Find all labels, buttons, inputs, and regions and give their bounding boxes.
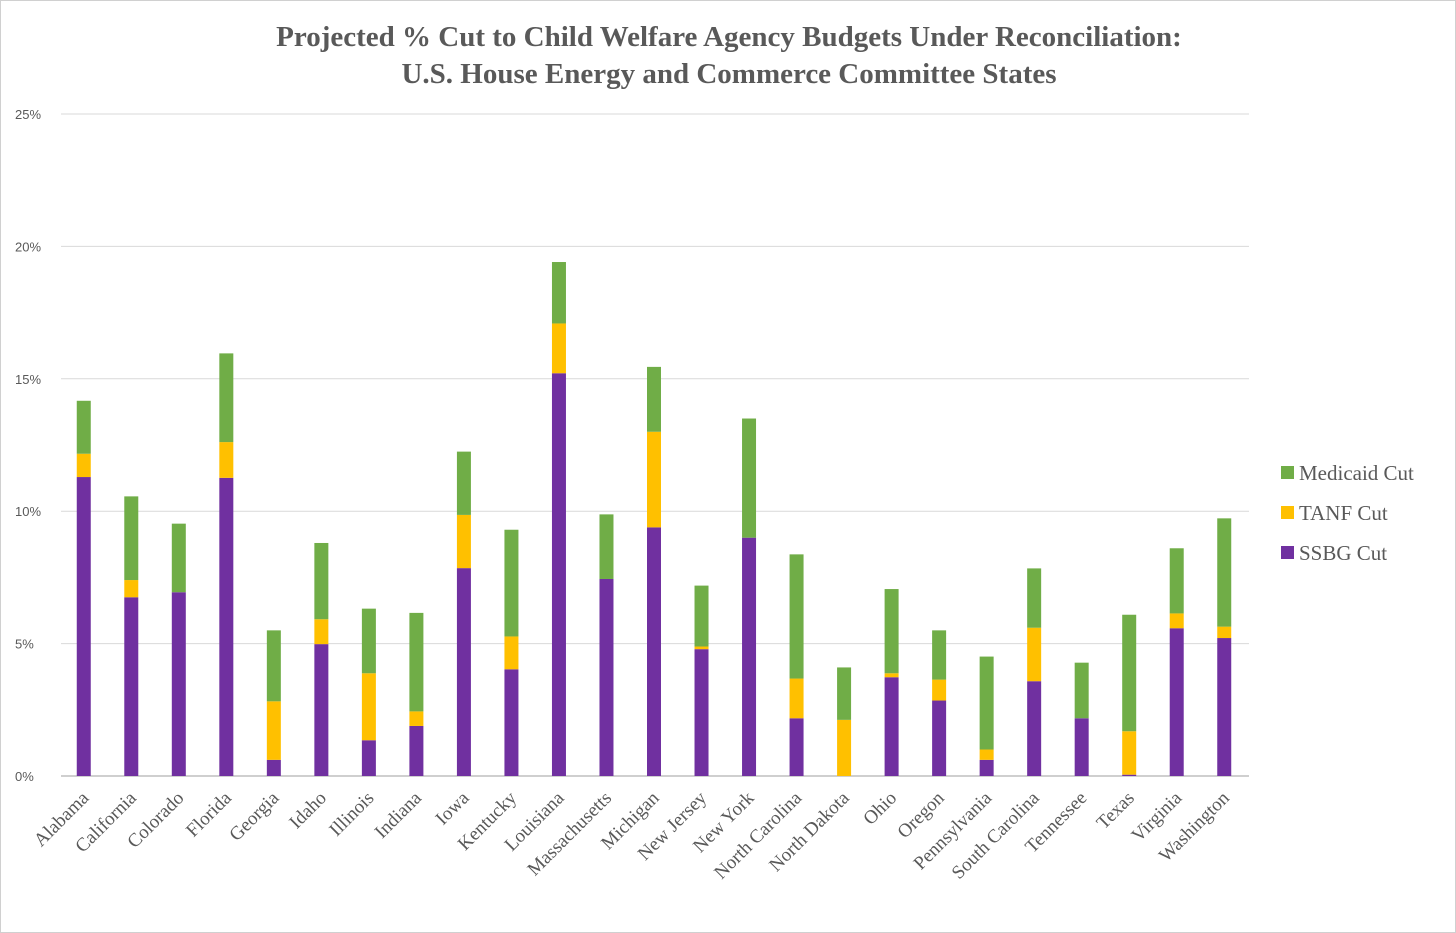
bars bbox=[76, 262, 1232, 776]
legend-swatch bbox=[1281, 546, 1294, 559]
bar-segment-tanf-cut bbox=[884, 673, 899, 678]
legend-label: SSBG Cut bbox=[1299, 541, 1387, 565]
bar-segment-ssbg-cut bbox=[504, 669, 519, 776]
bar-segment-medicaid-cut bbox=[1169, 548, 1184, 614]
bar-segment-ssbg-cut bbox=[361, 740, 376, 776]
x-category-label: Illinois bbox=[325, 788, 378, 841]
x-category-label: Idaho bbox=[285, 788, 330, 833]
bar-segment-tanf-cut bbox=[932, 679, 947, 701]
legend-swatch bbox=[1281, 506, 1294, 519]
bar-segment-tanf-cut bbox=[837, 719, 852, 776]
bar-segment-medicaid-cut bbox=[599, 514, 614, 579]
y-tick-label: 25% bbox=[15, 107, 41, 122]
bar-segment-ssbg-cut bbox=[932, 700, 947, 776]
y-tick-label: 20% bbox=[15, 239, 41, 254]
bar-segment-ssbg-cut bbox=[171, 592, 186, 776]
bar-segment-tanf-cut bbox=[266, 701, 281, 760]
bar-segment-tanf-cut bbox=[979, 749, 994, 760]
bar-segment-medicaid-cut bbox=[647, 366, 661, 432]
bar-segment-medicaid-cut bbox=[1217, 518, 1232, 627]
legend-label: Medicaid Cut bbox=[1299, 461, 1414, 485]
bar-segment-medicaid-cut bbox=[361, 608, 376, 674]
bar-segment-medicaid-cut bbox=[456, 451, 471, 515]
bar-segment-ssbg-cut bbox=[551, 373, 566, 776]
bar-segment-tanf-cut bbox=[124, 580, 139, 598]
bar-segment-ssbg-cut bbox=[742, 537, 757, 776]
bar-segment-tanf-cut bbox=[1169, 613, 1184, 629]
bar-segment-ssbg-cut bbox=[647, 527, 661, 776]
y-tick-label: 5% bbox=[15, 637, 34, 652]
bar-segment-tanf-cut bbox=[694, 646, 709, 650]
bar-segment-tanf-cut bbox=[314, 619, 329, 645]
bar-segment-medicaid-cut bbox=[932, 630, 947, 680]
bar-segment-ssbg-cut bbox=[694, 649, 709, 776]
bar-segment-medicaid-cut bbox=[551, 262, 566, 324]
bar-segment-ssbg-cut bbox=[979, 759, 994, 776]
bar-segment-medicaid-cut bbox=[76, 400, 91, 454]
bar-segment-medicaid-cut bbox=[124, 496, 139, 581]
bar-segment-ssbg-cut bbox=[456, 568, 471, 776]
bar-segment-ssbg-cut bbox=[409, 725, 424, 776]
bar-segment-ssbg-cut bbox=[1217, 638, 1232, 776]
bar-segment-medicaid-cut bbox=[742, 418, 757, 538]
x-category-label: Iowa bbox=[432, 787, 474, 829]
bar-segment-ssbg-cut bbox=[1074, 718, 1089, 776]
x-category-label: Ohio bbox=[859, 788, 901, 830]
bar-segment-tanf-cut bbox=[409, 711, 424, 726]
x-category-label: Indiana bbox=[371, 787, 427, 843]
bar-segment-tanf-cut bbox=[1027, 627, 1042, 682]
bar-segment-ssbg-cut bbox=[1122, 774, 1137, 776]
bar-segment-medicaid-cut bbox=[1027, 568, 1042, 628]
bar-segment-ssbg-cut bbox=[1169, 628, 1184, 776]
bar-segment-tanf-cut bbox=[789, 678, 804, 719]
bar-segment-medicaid-cut bbox=[504, 529, 519, 637]
bar-segment-tanf-cut bbox=[361, 673, 376, 741]
bar-segment-ssbg-cut bbox=[599, 578, 614, 776]
y-tick-label: 0% bbox=[15, 769, 34, 784]
bar-segment-medicaid-cut bbox=[694, 585, 709, 647]
bar-segment-medicaid-cut bbox=[266, 630, 281, 702]
legend-swatch bbox=[1281, 466, 1294, 479]
bar-segment-ssbg-cut bbox=[76, 477, 91, 776]
chart-subtitle: U.S. House Energy and Commerce Committee… bbox=[401, 58, 1056, 90]
bar-segment-ssbg-cut bbox=[1027, 681, 1042, 776]
bar-segment-ssbg-cut bbox=[219, 477, 234, 776]
bar-segment-medicaid-cut bbox=[789, 554, 804, 679]
bar-segment-tanf-cut bbox=[1122, 731, 1137, 775]
bar-segment-tanf-cut bbox=[551, 323, 566, 374]
bar-segment-medicaid-cut bbox=[409, 612, 424, 712]
y-tick-label: 15% bbox=[15, 372, 41, 387]
bar-segment-medicaid-cut bbox=[837, 667, 852, 720]
bar-segment-medicaid-cut bbox=[1074, 662, 1089, 719]
bar-segment-tanf-cut bbox=[76, 453, 91, 478]
bar-segment-tanf-cut bbox=[647, 431, 661, 528]
legend: Medicaid Cut TANF Cut SSBG Cut bbox=[1281, 461, 1414, 565]
bar-segment-ssbg-cut bbox=[884, 677, 899, 776]
chart-title: Projected % Cut to Child Welfare Agency … bbox=[276, 21, 1182, 53]
y-axis-ticks: 0% 5% 10% 15% 20% 25% bbox=[15, 107, 41, 784]
bar-segment-ssbg-cut bbox=[266, 759, 281, 776]
bar-segment-medicaid-cut bbox=[314, 542, 329, 620]
y-tick-label: 10% bbox=[15, 504, 41, 519]
bar-segment-tanf-cut bbox=[504, 636, 519, 670]
bar-segment-ssbg-cut bbox=[124, 597, 139, 776]
bar-segment-tanf-cut bbox=[456, 514, 471, 569]
bar-segment-tanf-cut bbox=[219, 442, 234, 478]
x-category-label: Georgia bbox=[225, 787, 283, 845]
bar-segment-medicaid-cut bbox=[979, 656, 994, 750]
bar-segment-ssbg-cut bbox=[314, 644, 329, 776]
bar-segment-medicaid-cut bbox=[171, 523, 186, 593]
bar-segment-medicaid-cut bbox=[884, 589, 899, 674]
bar-segment-medicaid-cut bbox=[1122, 614, 1137, 732]
bar-segment-medicaid-cut bbox=[219, 353, 234, 443]
bar-segment-tanf-cut bbox=[1217, 626, 1232, 639]
bar-segment-ssbg-cut bbox=[789, 718, 804, 776]
legend-label: TANF Cut bbox=[1299, 501, 1388, 525]
